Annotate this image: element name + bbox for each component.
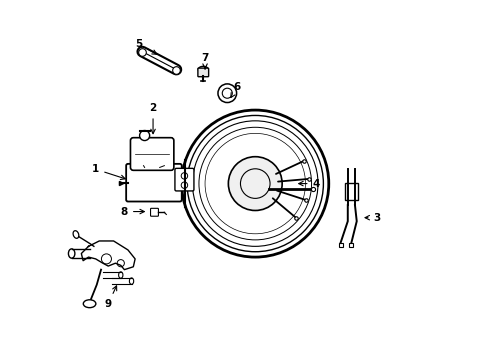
FancyBboxPatch shape bbox=[150, 208, 158, 216]
Text: 1: 1 bbox=[92, 164, 125, 180]
Circle shape bbox=[228, 157, 282, 211]
Text: 6: 6 bbox=[230, 82, 241, 98]
Bar bbox=[344, 183, 357, 200]
FancyBboxPatch shape bbox=[175, 168, 194, 191]
Ellipse shape bbox=[129, 278, 133, 284]
Ellipse shape bbox=[198, 66, 208, 73]
Ellipse shape bbox=[119, 272, 122, 278]
Text: 7: 7 bbox=[201, 53, 208, 69]
FancyBboxPatch shape bbox=[130, 138, 174, 170]
Text: 8: 8 bbox=[121, 207, 144, 217]
Ellipse shape bbox=[73, 231, 79, 238]
Text: 5: 5 bbox=[135, 39, 157, 54]
Circle shape bbox=[139, 131, 149, 140]
FancyBboxPatch shape bbox=[198, 68, 208, 77]
Text: 2: 2 bbox=[149, 103, 156, 134]
FancyBboxPatch shape bbox=[126, 164, 182, 202]
Text: 3: 3 bbox=[365, 213, 380, 222]
Ellipse shape bbox=[68, 249, 75, 258]
Text: 4: 4 bbox=[298, 179, 319, 189]
Ellipse shape bbox=[83, 300, 96, 308]
Text: 9: 9 bbox=[104, 286, 117, 309]
